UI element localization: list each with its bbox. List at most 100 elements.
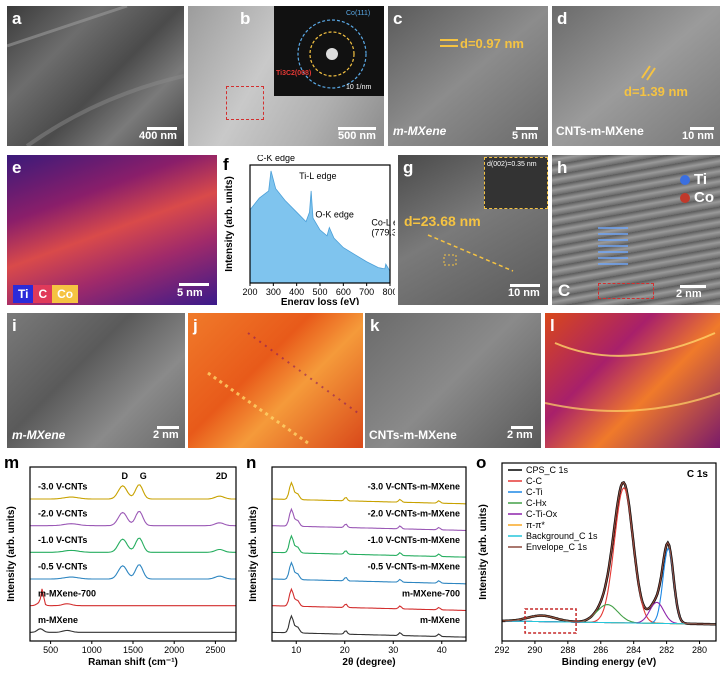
scale-bar-label: 500 nm bbox=[338, 130, 376, 142]
series-line bbox=[29, 588, 236, 607]
element-legend: Ti C Co bbox=[13, 285, 79, 303]
scale-bar-label: 5 nm bbox=[512, 130, 538, 142]
series-label: -1.0 V-CNTs-m-MXene bbox=[368, 535, 460, 545]
x-tick-label: 300 bbox=[266, 287, 281, 297]
panel-i: i m-MXene 2 nm bbox=[7, 313, 185, 448]
series-label: -1.0 V-CNTs bbox=[38, 535, 87, 545]
series-label: -2.0 V-CNTs-m-MXene bbox=[368, 508, 460, 518]
scale-bar-label: 5 nm bbox=[177, 287, 203, 299]
peak-label: G bbox=[140, 471, 147, 481]
panel-label: k bbox=[370, 316, 380, 335]
edge-label: Ti-L edge bbox=[299, 171, 336, 181]
panel-a: a 400 nm bbox=[7, 6, 184, 146]
ring-label-co: Co(111) bbox=[346, 10, 371, 17]
legend-label: Envelope_C 1s bbox=[526, 542, 588, 552]
edge-label: Co-L edge bbox=[371, 218, 395, 228]
series-line bbox=[30, 564, 236, 580]
scale-bar bbox=[680, 285, 706, 288]
scale-bar bbox=[338, 127, 376, 130]
panel-h: h Ti Co C 2 nm bbox=[552, 155, 720, 305]
scale-bar-label: 2 nm bbox=[507, 429, 533, 441]
scale-bar-label: 10 nm bbox=[508, 287, 540, 299]
xrd-chart: -3.0 V-CNTs-m-MXene -2.0 V-CNTs-m-MXene -1… bbox=[248, 466, 467, 668]
series-label: -2.0 V-CNTs bbox=[38, 508, 87, 518]
y-axis-label: Intensity (arb. units) bbox=[224, 176, 235, 272]
sample-name: CNTs-m-MXene bbox=[556, 124, 644, 138]
series-line bbox=[272, 507, 467, 532]
envelope-line bbox=[502, 481, 717, 625]
scale-bar-label: 2 nm bbox=[676, 288, 702, 300]
panel-l: l bbox=[545, 313, 720, 448]
x-tick-label: 30 bbox=[388, 645, 398, 655]
legend-label: CPS_C 1s bbox=[526, 465, 569, 475]
d-spacing: d=1.39 nm bbox=[624, 84, 688, 99]
inset-scale: 10 1/nm bbox=[346, 84, 372, 91]
panel-label: i bbox=[12, 316, 17, 335]
legend-co bbox=[680, 193, 690, 203]
series-line bbox=[30, 510, 236, 527]
sem-texture bbox=[7, 6, 184, 146]
series-line bbox=[272, 587, 467, 612]
series-label: -0.5 V-CNTs-m-MXene bbox=[368, 562, 460, 572]
x-tick-label: 288 bbox=[560, 645, 575, 655]
legend-label: C-Ti-Ox bbox=[526, 509, 558, 519]
x-tick-label: 1500 bbox=[123, 645, 143, 655]
edge-label: (779.3 eV) bbox=[371, 228, 395, 238]
series-label: m-MXene-700 bbox=[38, 588, 96, 598]
scale-bar bbox=[179, 283, 209, 286]
scale-bar-label: 2 nm bbox=[153, 429, 179, 441]
legend-label: C-Ti bbox=[526, 487, 543, 497]
x-tick-label: 2500 bbox=[205, 645, 225, 655]
eels-chart: 200 300 400 500 600 700 800 Energy loss (eV) Int… bbox=[224, 155, 395, 305]
x-tick-label: 286 bbox=[593, 645, 608, 655]
panel-g: g d(002)=0.35 nm d=23.68 nm 10 nm bbox=[398, 155, 548, 305]
sample-name: CNTs-m-MXene bbox=[369, 428, 457, 442]
panel-f: 200 300 400 500 600 700 800 Energy loss (eV) Int… bbox=[220, 155, 395, 305]
x-tick-label: 284 bbox=[626, 645, 641, 655]
lattice-marker bbox=[440, 39, 458, 47]
panel-label: n bbox=[246, 453, 257, 472]
panel-label: j bbox=[193, 316, 198, 335]
legend-label: C-Hx bbox=[526, 498, 547, 508]
series-line bbox=[272, 481, 466, 505]
panel-label: c bbox=[393, 9, 403, 28]
peak-label: D bbox=[122, 471, 129, 481]
inset-d-spacing: d(002)=0.35 nm bbox=[487, 161, 537, 168]
eels-spectrum bbox=[249, 170, 391, 284]
x-tick-label: 400 bbox=[289, 287, 304, 297]
panel-label: b bbox=[240, 9, 251, 28]
corner-label: C bbox=[558, 281, 571, 300]
y-axis-label: Intensity (arb. units) bbox=[478, 504, 489, 600]
panel-n: -3.0 V-CNTs-m-MXene -2.0 V-CNTs-m-MXene -1… bbox=[244, 453, 472, 673]
series-line bbox=[271, 614, 466, 638]
saed-inset: Co(111) Ti3C2(008) 10 1/nm bbox=[274, 6, 384, 96]
x-tick-label: 1000 bbox=[82, 645, 102, 655]
panel-c: c d=0.97 nm m-MXene 5 nm bbox=[388, 6, 548, 146]
series-label: -3.0 V-CNTs-m-MXene bbox=[368, 482, 460, 492]
xps-chart: 292 290 288 286 284 282 280 Binding energy (eV)… bbox=[478, 462, 717, 668]
scale-bar bbox=[690, 127, 714, 130]
legend-label: π-π* bbox=[526, 520, 545, 530]
legend-c: C bbox=[33, 285, 53, 303]
panel-label: d bbox=[557, 9, 568, 28]
series-line bbox=[30, 628, 236, 633]
edge-label: O-K edge bbox=[315, 210, 354, 220]
y-axis-label: Intensity (arb. units) bbox=[6, 506, 17, 602]
plot-frame bbox=[271, 466, 467, 642]
legend-co: Co bbox=[52, 285, 79, 303]
series-label: -0.5 V-CNTs bbox=[38, 562, 87, 572]
x-tick-label: 500 bbox=[312, 287, 327, 297]
series-line bbox=[30, 484, 236, 500]
atom-overlay bbox=[598, 225, 628, 265]
legend-co-label: Co bbox=[694, 189, 714, 206]
panel-label: e bbox=[12, 158, 22, 177]
panel-label: h bbox=[557, 158, 568, 177]
panel-m: -3.0 V-CNTs -2.0 V-CNTs -1.0 V-CNTs -0.5 V-… bbox=[2, 453, 242, 673]
x-tick-label: 292 bbox=[494, 645, 509, 655]
scale-bar-label: 10 nm bbox=[682, 130, 714, 142]
panel-e: e Ti C Co 5 nm bbox=[7, 155, 217, 305]
panel-label: m bbox=[4, 453, 20, 472]
panel-label: f bbox=[223, 155, 229, 174]
panel-label: g bbox=[403, 158, 414, 177]
panel-o: 292 290 288 286 284 282 280 Binding energy (eV)… bbox=[474, 453, 722, 673]
